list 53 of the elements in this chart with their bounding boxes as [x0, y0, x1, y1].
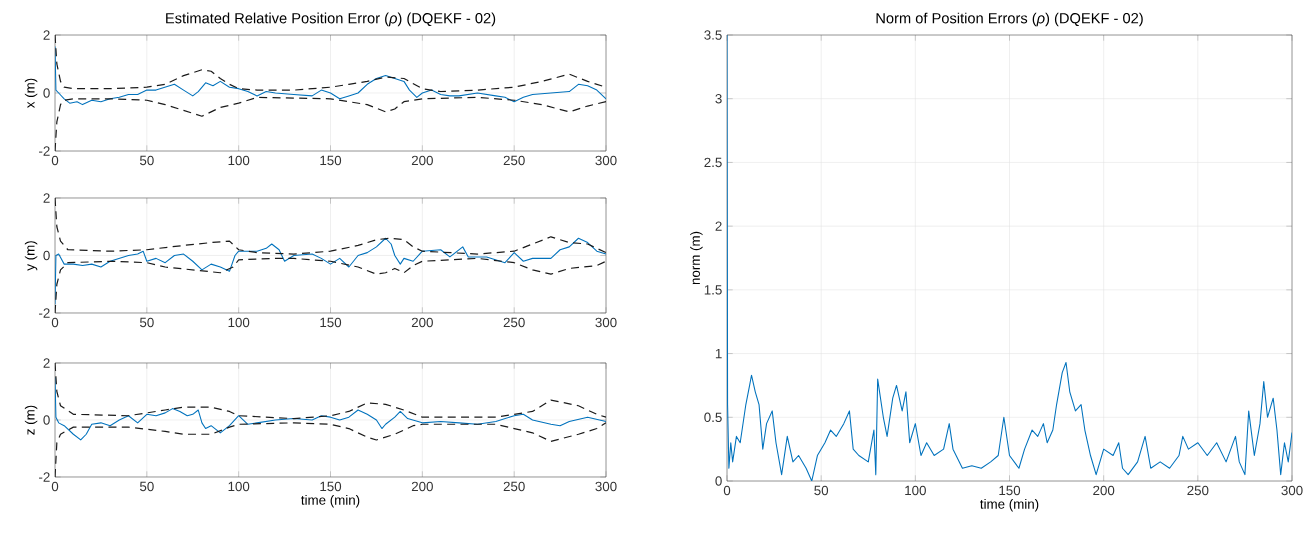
- x-tick-label: 200: [411, 155, 433, 166]
- x-tick-label: 50: [139, 481, 154, 492]
- x-tick-label: 300: [595, 317, 617, 328]
- x-tick-label: 250: [503, 317, 525, 328]
- x-tick-label: 250: [503, 155, 525, 166]
- line-series: [727, 35, 1293, 481]
- y-axis-title: x (m): [24, 78, 38, 109]
- x-tick-label: 100: [228, 317, 250, 328]
- y-tick-label: 3: [715, 94, 722, 104]
- x-tick-label: 0: [51, 155, 59, 166]
- y-tick-label: 0: [43, 415, 50, 425]
- x-axis-title: time (min): [980, 498, 1039, 512]
- x-tick-label: 100: [228, 155, 250, 166]
- x-tick-label: 250: [503, 481, 525, 492]
- x-tick-label: 50: [814, 485, 829, 496]
- x-tick-label: 250: [1187, 485, 1209, 496]
- chart-title: Estimated Relative Position Error (ρ) (DQEKF - 02): [166, 12, 496, 27]
- x-tick-label: 300: [595, 481, 617, 492]
- x-axis-title: time (min): [301, 494, 360, 508]
- x-tick-label: 150: [320, 155, 342, 166]
- y-tick-label: 2.5: [704, 157, 722, 168]
- y-axis-title: norm (m): [690, 231, 703, 285]
- x-tick-label: 100: [228, 481, 250, 492]
- x-tick-label: 300: [595, 155, 617, 166]
- x-tick-label: 150: [320, 481, 342, 492]
- y-tick-label: -2: [39, 308, 50, 318]
- y-tick-label: 3.5: [704, 30, 722, 40]
- x-tick-label: 150: [320, 317, 342, 328]
- x-tick-label: 0: [723, 485, 731, 496]
- y-tick-label: -2: [39, 146, 50, 156]
- chart-title: Norm of Position Errors (ρ) (DQEKF - 02): [876, 12, 1143, 27]
- x-tick-label: 50: [139, 317, 154, 328]
- x-tick-label: 200: [411, 317, 433, 328]
- y-axis-title: z (m): [24, 405, 38, 435]
- x-tick-label: 300: [1281, 485, 1303, 496]
- y-tick-label: 2: [43, 358, 50, 368]
- y-tick-label: 2: [43, 30, 50, 40]
- y-tick-label: 0: [43, 250, 50, 261]
- x-tick-label: 100: [905, 485, 926, 496]
- y-tick-label: 0.5: [704, 412, 722, 422]
- x-tick-label: 150: [999, 485, 1021, 496]
- y-tick-label: -2: [39, 472, 50, 482]
- y-tick-label: 2: [715, 221, 722, 231]
- x-tick-label: 0: [51, 481, 59, 492]
- x-tick-label: 0: [51, 317, 59, 328]
- y-tick-label: 2: [43, 193, 50, 203]
- y-tick-label: 0: [43, 88, 50, 98]
- y-tick-label: 1: [715, 348, 722, 359]
- x-tick-label: 200: [411, 481, 433, 492]
- x-tick-label: 200: [1093, 485, 1115, 496]
- y-tick-label: 1.5: [704, 285, 722, 295]
- y-axis-title: y (m): [24, 241, 38, 271]
- x-tick-label: 50: [139, 155, 154, 166]
